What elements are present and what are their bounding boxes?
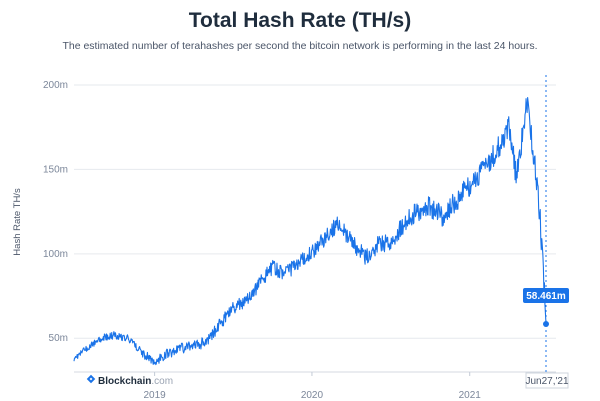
chart-subtitle: The estimated number of terahashes per s…	[62, 40, 538, 52]
current-date-box: Jun27,'21	[525, 372, 569, 389]
y-axis-ticks: 50m 100m 150m 200m	[43, 80, 68, 344]
y-axis-label: Hash Rate TH/s	[12, 188, 23, 256]
x-tick-label: 2020	[301, 390, 324, 401]
blockchain-logo-icon	[86, 374, 96, 384]
svg-text:Blockchain.com: Blockchain.com	[98, 376, 173, 387]
y-tick-label: 200m	[43, 80, 68, 91]
y-tick-label: 100m	[43, 249, 68, 260]
current-value-tooltip: 58.461m	[523, 288, 569, 303]
watermark-suffix: .com	[151, 376, 173, 387]
current-date-label: Jun27,'21	[525, 376, 568, 387]
hash-rate-series-line	[73, 97, 547, 366]
current-value-label: 58.461m	[526, 291, 566, 302]
x-axis-ticks: 2019 2020 2021	[143, 372, 481, 401]
blockchain-watermark: Blockchain.com	[86, 374, 173, 387]
chart-title: Total Hash Rate (TH/s)	[188, 9, 412, 32]
y-tick-label: 50m	[49, 333, 68, 344]
x-tick-label: 2019	[143, 390, 166, 401]
grid-layer	[74, 84, 556, 373]
watermark-brand: Blockchain	[98, 376, 151, 387]
current-value-marker	[543, 320, 549, 327]
x-tick-label: 2021	[459, 390, 482, 401]
y-tick-label: 150m	[43, 164, 68, 175]
